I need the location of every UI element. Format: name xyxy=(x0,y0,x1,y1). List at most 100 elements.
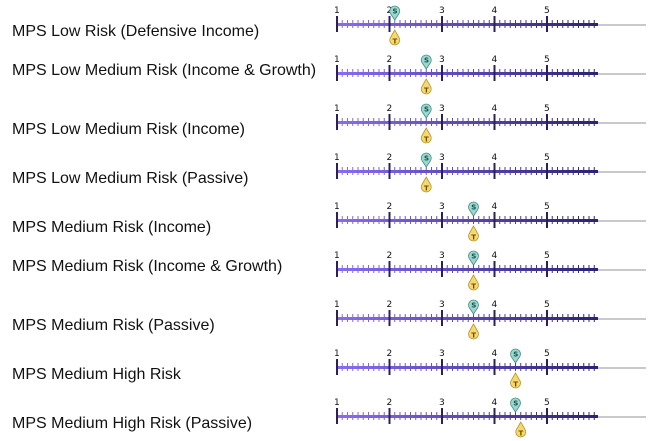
scale-bar xyxy=(337,170,598,173)
t-marker-letter: T xyxy=(424,87,429,95)
risk-scale: 1 2 3 4 5 S T xyxy=(330,147,650,196)
s-marker: S xyxy=(469,202,479,216)
tick-label: 2 xyxy=(387,202,393,212)
s-marker-letter: S xyxy=(424,106,429,114)
tick-label: 1 xyxy=(334,6,340,16)
portfolio-row: MPS Low Medium Risk (Income) 1 2 3 4 5 S T xyxy=(0,98,664,147)
tick-label: 3 xyxy=(439,55,445,65)
tick-label: 2 xyxy=(387,349,393,359)
s-marker-letter: S xyxy=(424,57,429,65)
tick-label: 1 xyxy=(334,104,340,114)
tick-label: 4 xyxy=(492,6,498,16)
tick-label: 3 xyxy=(439,300,445,310)
s-marker-letter: S xyxy=(471,204,476,212)
portfolio-name: MPS Medium Risk (Passive) xyxy=(12,316,317,336)
scale-bar xyxy=(337,121,598,124)
t-marker-letter: T xyxy=(393,38,398,46)
s-marker-letter: S xyxy=(513,400,518,408)
portfolio-row: MPS Medium Risk (Income & Growth) 1 2 3 4 5 S T xyxy=(0,245,664,294)
s-marker-letter: S xyxy=(513,351,518,359)
portfolio-row: MPS Medium Risk (Passive) 1 2 3 4 5 S T xyxy=(0,294,664,343)
portfolio-row: MPS Medium High Risk (Passive) 1 2 3 4 5 S T xyxy=(0,392,664,441)
tick-label: 4 xyxy=(492,104,498,114)
portfolio-name: MPS Low Risk (Defensive Income) xyxy=(12,22,317,42)
t-marker-letter: T xyxy=(424,185,429,193)
t-marker: T xyxy=(469,324,479,340)
tick-label: 5 xyxy=(544,349,550,359)
portfolio-name: MPS Medium High Risk xyxy=(12,365,317,385)
portfolio-row: MPS Low Medium Risk (Passive) 1 2 3 4 5 S T xyxy=(0,147,664,196)
portfolio-name: MPS Medium Risk (Income) xyxy=(12,218,317,238)
tick-label: 5 xyxy=(544,153,550,163)
tick-label: 4 xyxy=(492,153,498,163)
portfolio-row: MPS Low Medium Risk (Income & Growth) 1 2 3… xyxy=(0,49,664,98)
tick-label: 5 xyxy=(544,6,550,16)
scale-bar xyxy=(337,317,598,320)
tick-label: 1 xyxy=(334,349,340,359)
portfolio-name: MPS Medium Risk (Income & Growth) xyxy=(12,257,317,277)
s-marker: S xyxy=(511,398,521,412)
portfolio-row: MPS Medium Risk (Income) 1 2 3 4 5 S T xyxy=(0,196,664,245)
tick-label: 3 xyxy=(439,104,445,114)
tick-label: 1 xyxy=(334,153,340,163)
tick-label: 4 xyxy=(492,349,498,359)
tick-label: 3 xyxy=(439,349,445,359)
tick-label: 5 xyxy=(544,202,550,212)
tick-label: 3 xyxy=(439,153,445,163)
t-marker-letter: T xyxy=(424,136,429,144)
scale-bar xyxy=(337,219,598,222)
t-marker: T xyxy=(421,79,431,95)
portfolio-name: MPS Low Medium Risk (Passive) xyxy=(12,169,317,189)
portfolio-row: MPS Medium High Risk 1 2 3 4 5 S T xyxy=(0,343,664,392)
s-marker-letter: S xyxy=(424,155,429,163)
tick-label: 2 xyxy=(387,104,393,114)
tick-label: 1 xyxy=(334,202,340,212)
tick-label: 3 xyxy=(439,398,445,408)
s-marker-letter: S xyxy=(471,253,476,261)
tick-label: 2 xyxy=(387,55,393,65)
s-marker: S xyxy=(390,6,400,20)
tick-label: 5 xyxy=(544,398,550,408)
tick-label: 1 xyxy=(334,398,340,408)
tick-label: 1 xyxy=(334,300,340,310)
scale-bar xyxy=(337,72,598,75)
tick-label: 2 xyxy=(387,153,393,163)
t-marker: T xyxy=(516,422,526,438)
tick-label: 1 xyxy=(334,251,340,261)
s-marker: S xyxy=(469,300,479,314)
t-marker-letter: T xyxy=(471,283,476,291)
tick-label: 3 xyxy=(439,6,445,16)
tick-label: 5 xyxy=(544,300,550,310)
t-marker: T xyxy=(469,275,479,291)
s-marker-letter: S xyxy=(393,8,398,16)
portfolio-name: MPS Low Medium Risk (Income & Growth) xyxy=(12,61,317,81)
tick-label: 2 xyxy=(387,300,393,310)
tick-label: 3 xyxy=(439,202,445,212)
tick-label: 2 xyxy=(387,251,393,261)
tick-label: 4 xyxy=(492,398,498,408)
t-marker: T xyxy=(469,226,479,242)
portfolio-name: MPS Medium High Risk (Passive) xyxy=(12,414,317,434)
scale-bar xyxy=(337,366,598,369)
scale-bar xyxy=(337,23,598,26)
t-marker: T xyxy=(421,128,431,144)
t-marker-letter: T xyxy=(519,430,524,438)
s-marker: S xyxy=(421,104,431,118)
tick-label: 5 xyxy=(544,55,550,65)
tick-label: 5 xyxy=(544,104,550,114)
t-marker-letter: T xyxy=(471,332,476,340)
tick-label: 4 xyxy=(492,55,498,65)
t-marker: T xyxy=(421,177,431,193)
scale-bar xyxy=(337,415,598,418)
s-marker: S xyxy=(421,153,431,167)
risk-scale: 1 2 3 4 5 S T xyxy=(330,98,650,147)
s-marker: S xyxy=(511,349,521,363)
scale-bar xyxy=(337,268,598,271)
